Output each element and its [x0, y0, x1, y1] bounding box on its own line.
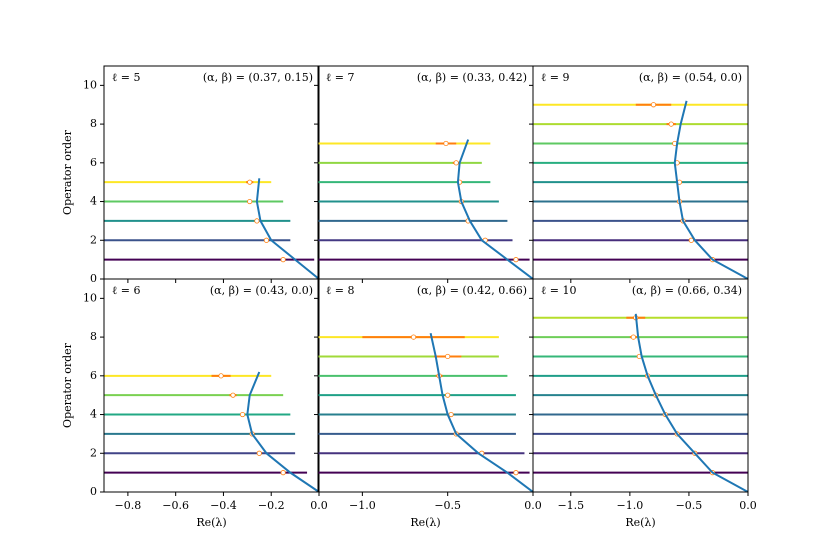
mean-point — [254, 218, 260, 224]
mean-point — [280, 470, 286, 476]
mean-point — [688, 237, 694, 243]
x-tick-label: 0.0 — [739, 499, 757, 512]
mean-point — [247, 198, 253, 205]
x-axis-label: Re(λ) — [625, 516, 655, 529]
mean-point — [239, 411, 246, 418]
plot-area — [533, 313, 748, 492]
panel-frame — [103, 278, 320, 493]
x-axis-label: Re(λ) — [410, 516, 440, 529]
panel-ell: ℓ = 8 — [326, 284, 354, 297]
x-tick-label: 0.0 — [310, 499, 328, 512]
theory-curve — [246, 371, 319, 492]
panel-ell: ℓ = 10 — [541, 284, 576, 297]
panel-frame — [103, 65, 320, 280]
panel-frame — [532, 65, 749, 280]
theory-curve — [429, 333, 533, 492]
mean-point — [230, 392, 236, 398]
panel-frame — [532, 278, 749, 493]
y-tick-label: 0 — [90, 485, 97, 498]
y-tick-label: 4 — [90, 408, 97, 421]
y-tick-label: 10 — [83, 291, 97, 304]
mean-point — [410, 334, 417, 340]
x-tick-label: −0.6 — [162, 499, 189, 512]
x-tick-label: −1.0 — [349, 499, 376, 512]
y-tick-label: 2 — [90, 233, 97, 246]
x-tick-label: −0.2 — [258, 499, 285, 512]
plot-area — [533, 100, 748, 279]
x-tick-label: 0.0 — [524, 499, 542, 512]
y-tick-label: 10 — [83, 78, 97, 91]
mean-point — [448, 411, 454, 418]
mean-point — [453, 160, 459, 166]
x-tick-label: −1.0 — [617, 499, 644, 512]
x-axis-label: Re(λ) — [196, 516, 226, 529]
theory-curve — [456, 139, 533, 279]
panel-ell: ℓ = 5 — [112, 71, 140, 84]
mean-point — [247, 179, 253, 185]
mean-point — [445, 392, 451, 398]
mean-point — [445, 353, 451, 360]
mean-point — [650, 102, 657, 108]
panel-params: (α, β) = (0.43, 0.0) — [210, 284, 313, 297]
y-axis-label: Operator order — [61, 342, 74, 428]
x-tick-label: −0.8 — [115, 499, 142, 512]
panel-ell: ℓ = 7 — [326, 71, 354, 84]
x-tick-label: −0.4 — [210, 499, 237, 512]
mean-point — [218, 373, 224, 379]
plot-area — [104, 371, 319, 492]
theory-curve — [634, 313, 748, 492]
y-tick-label: 0 — [90, 272, 97, 285]
panel-ell: ℓ = 6 — [112, 284, 140, 297]
y-tick-label: 4 — [90, 195, 97, 208]
panel-params: (α, β) = (0.54, 0.0) — [639, 71, 742, 84]
y-tick-label: 6 — [90, 369, 97, 382]
y-tick-label: 2 — [90, 446, 97, 459]
y-tick-label: 6 — [90, 156, 97, 169]
theory-curve — [255, 178, 319, 279]
plot-area — [318, 139, 533, 279]
mean-point — [630, 334, 637, 340]
y-tick-label: 8 — [90, 117, 97, 130]
mean-point — [256, 450, 262, 456]
panel-params: (α, β) = (0.37, 0.15) — [203, 71, 313, 84]
mean-point — [263, 237, 270, 243]
mean-point — [280, 257, 286, 263]
panel-params: (α, β) = (0.66, 0.34) — [632, 284, 742, 297]
panel-ell: ℓ = 9 — [541, 71, 569, 84]
panel-frame — [317, 65, 534, 280]
mean-point — [513, 470, 519, 476]
y-axis-label: Operator order — [61, 129, 74, 215]
plot-area — [104, 178, 319, 279]
mean-point — [513, 257, 519, 263]
x-tick-label: −1.5 — [557, 499, 584, 512]
panel-frame — [317, 278, 534, 493]
y-tick-label: 8 — [90, 330, 97, 343]
panel-params: (α, β) = (0.42, 0.66) — [417, 284, 527, 297]
x-tick-label: −0.5 — [434, 499, 461, 512]
mean-point — [668, 121, 674, 127]
panel-params: (α, β) = (0.33, 0.42) — [417, 71, 527, 84]
x-tick-label: −0.5 — [676, 499, 703, 512]
theory-curve — [673, 100, 748, 279]
mean-point — [443, 140, 449, 147]
plot-area — [318, 333, 533, 492]
